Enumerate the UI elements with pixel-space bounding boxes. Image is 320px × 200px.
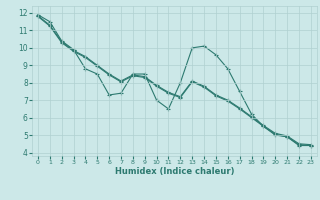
- X-axis label: Humidex (Indice chaleur): Humidex (Indice chaleur): [115, 167, 234, 176]
